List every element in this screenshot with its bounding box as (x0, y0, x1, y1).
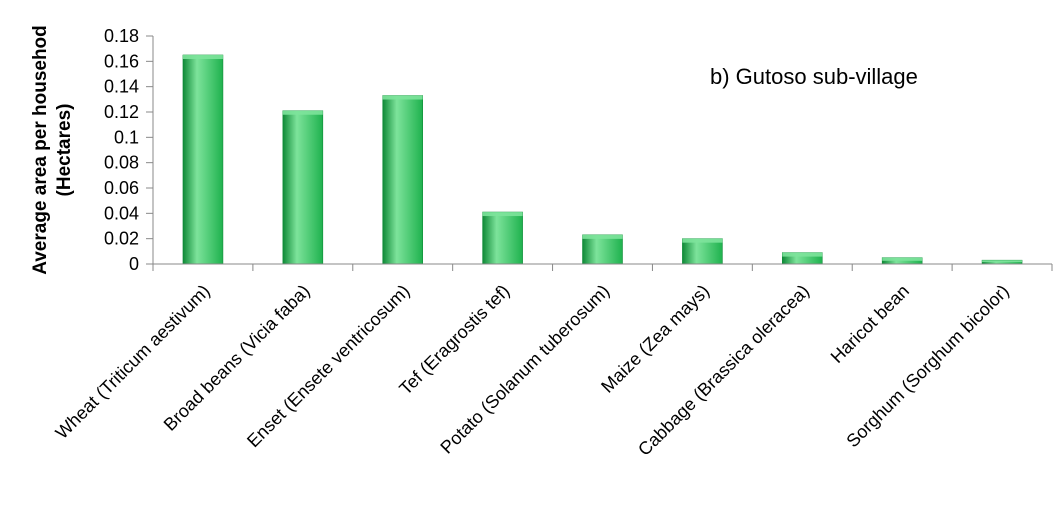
axes (152, 36, 1053, 271)
bar (682, 238, 723, 265)
x-tick-label: Sorghum (Sorghum bicolor) (842, 281, 1012, 451)
bar (482, 211, 523, 265)
y-axis-title-line-1: Average area per househod (30, 25, 51, 275)
bar-body (182, 54, 224, 265)
bar-cap (382, 95, 423, 100)
bar (781, 252, 823, 265)
y-tick-label: 0.18 (104, 26, 139, 46)
bars (182, 54, 1023, 265)
bar (282, 110, 324, 265)
bar-cap (982, 260, 1023, 263)
y-axis-title-line-2: (Hectares) (54, 104, 75, 197)
x-tick-label: Maize (Zea mays) (597, 281, 713, 397)
bar-body (682, 238, 723, 265)
y-tick-label: 0.08 (104, 153, 139, 173)
x-tick-label: Enset (Ensete ventricosum) (243, 281, 413, 451)
bar (881, 257, 923, 265)
y-tick-label: 0.12 (104, 102, 139, 122)
x-tick-label: Tef (Eragrostis tef) (395, 281, 513, 399)
bar-body (582, 234, 623, 265)
x-tick-label: Cabbage (Brassica oleracea) (634, 281, 813, 460)
bar (981, 259, 1023, 265)
x-tick-label: Potato (Solanum tuberosum) (436, 281, 613, 458)
y-tick-label: 0 (129, 254, 139, 274)
y-tick-label: 0.16 (104, 51, 139, 71)
bar-cap (182, 55, 223, 59)
bar-body (482, 211, 523, 265)
y-tick-label: 0.1 (114, 127, 139, 147)
chart-annotation: b) Gutoso sub-village (710, 64, 918, 89)
x-axis-labels: Wheat (Triticum aestivum)Broad beans (Vi… (52, 281, 1013, 460)
y-axis: 0 0.02 0.04 0.06 0.08 0.1 0.12 0.14 0.16 0.18 (104, 26, 153, 274)
bar-cap (282, 110, 323, 115)
bar-body (282, 110, 324, 265)
bar-cap (482, 212, 523, 217)
bar (582, 234, 623, 265)
bar-body (382, 95, 424, 265)
bar (182, 54, 224, 265)
bar-cap (882, 257, 923, 261)
bar-cap (682, 238, 723, 243)
y-tick-label: 0.04 (104, 203, 139, 223)
y-tick-label: 0.02 (104, 229, 139, 249)
y-axis-title: Average area per househod (Hectares) (30, 25, 75, 275)
x-tick-label: Haricot bean (827, 281, 913, 367)
y-tick-label: 0.06 (104, 178, 139, 198)
bar (382, 95, 424, 265)
bar-cap (782, 252, 823, 257)
bar-cap (582, 234, 623, 239)
y-tick-label: 0.14 (104, 77, 139, 97)
